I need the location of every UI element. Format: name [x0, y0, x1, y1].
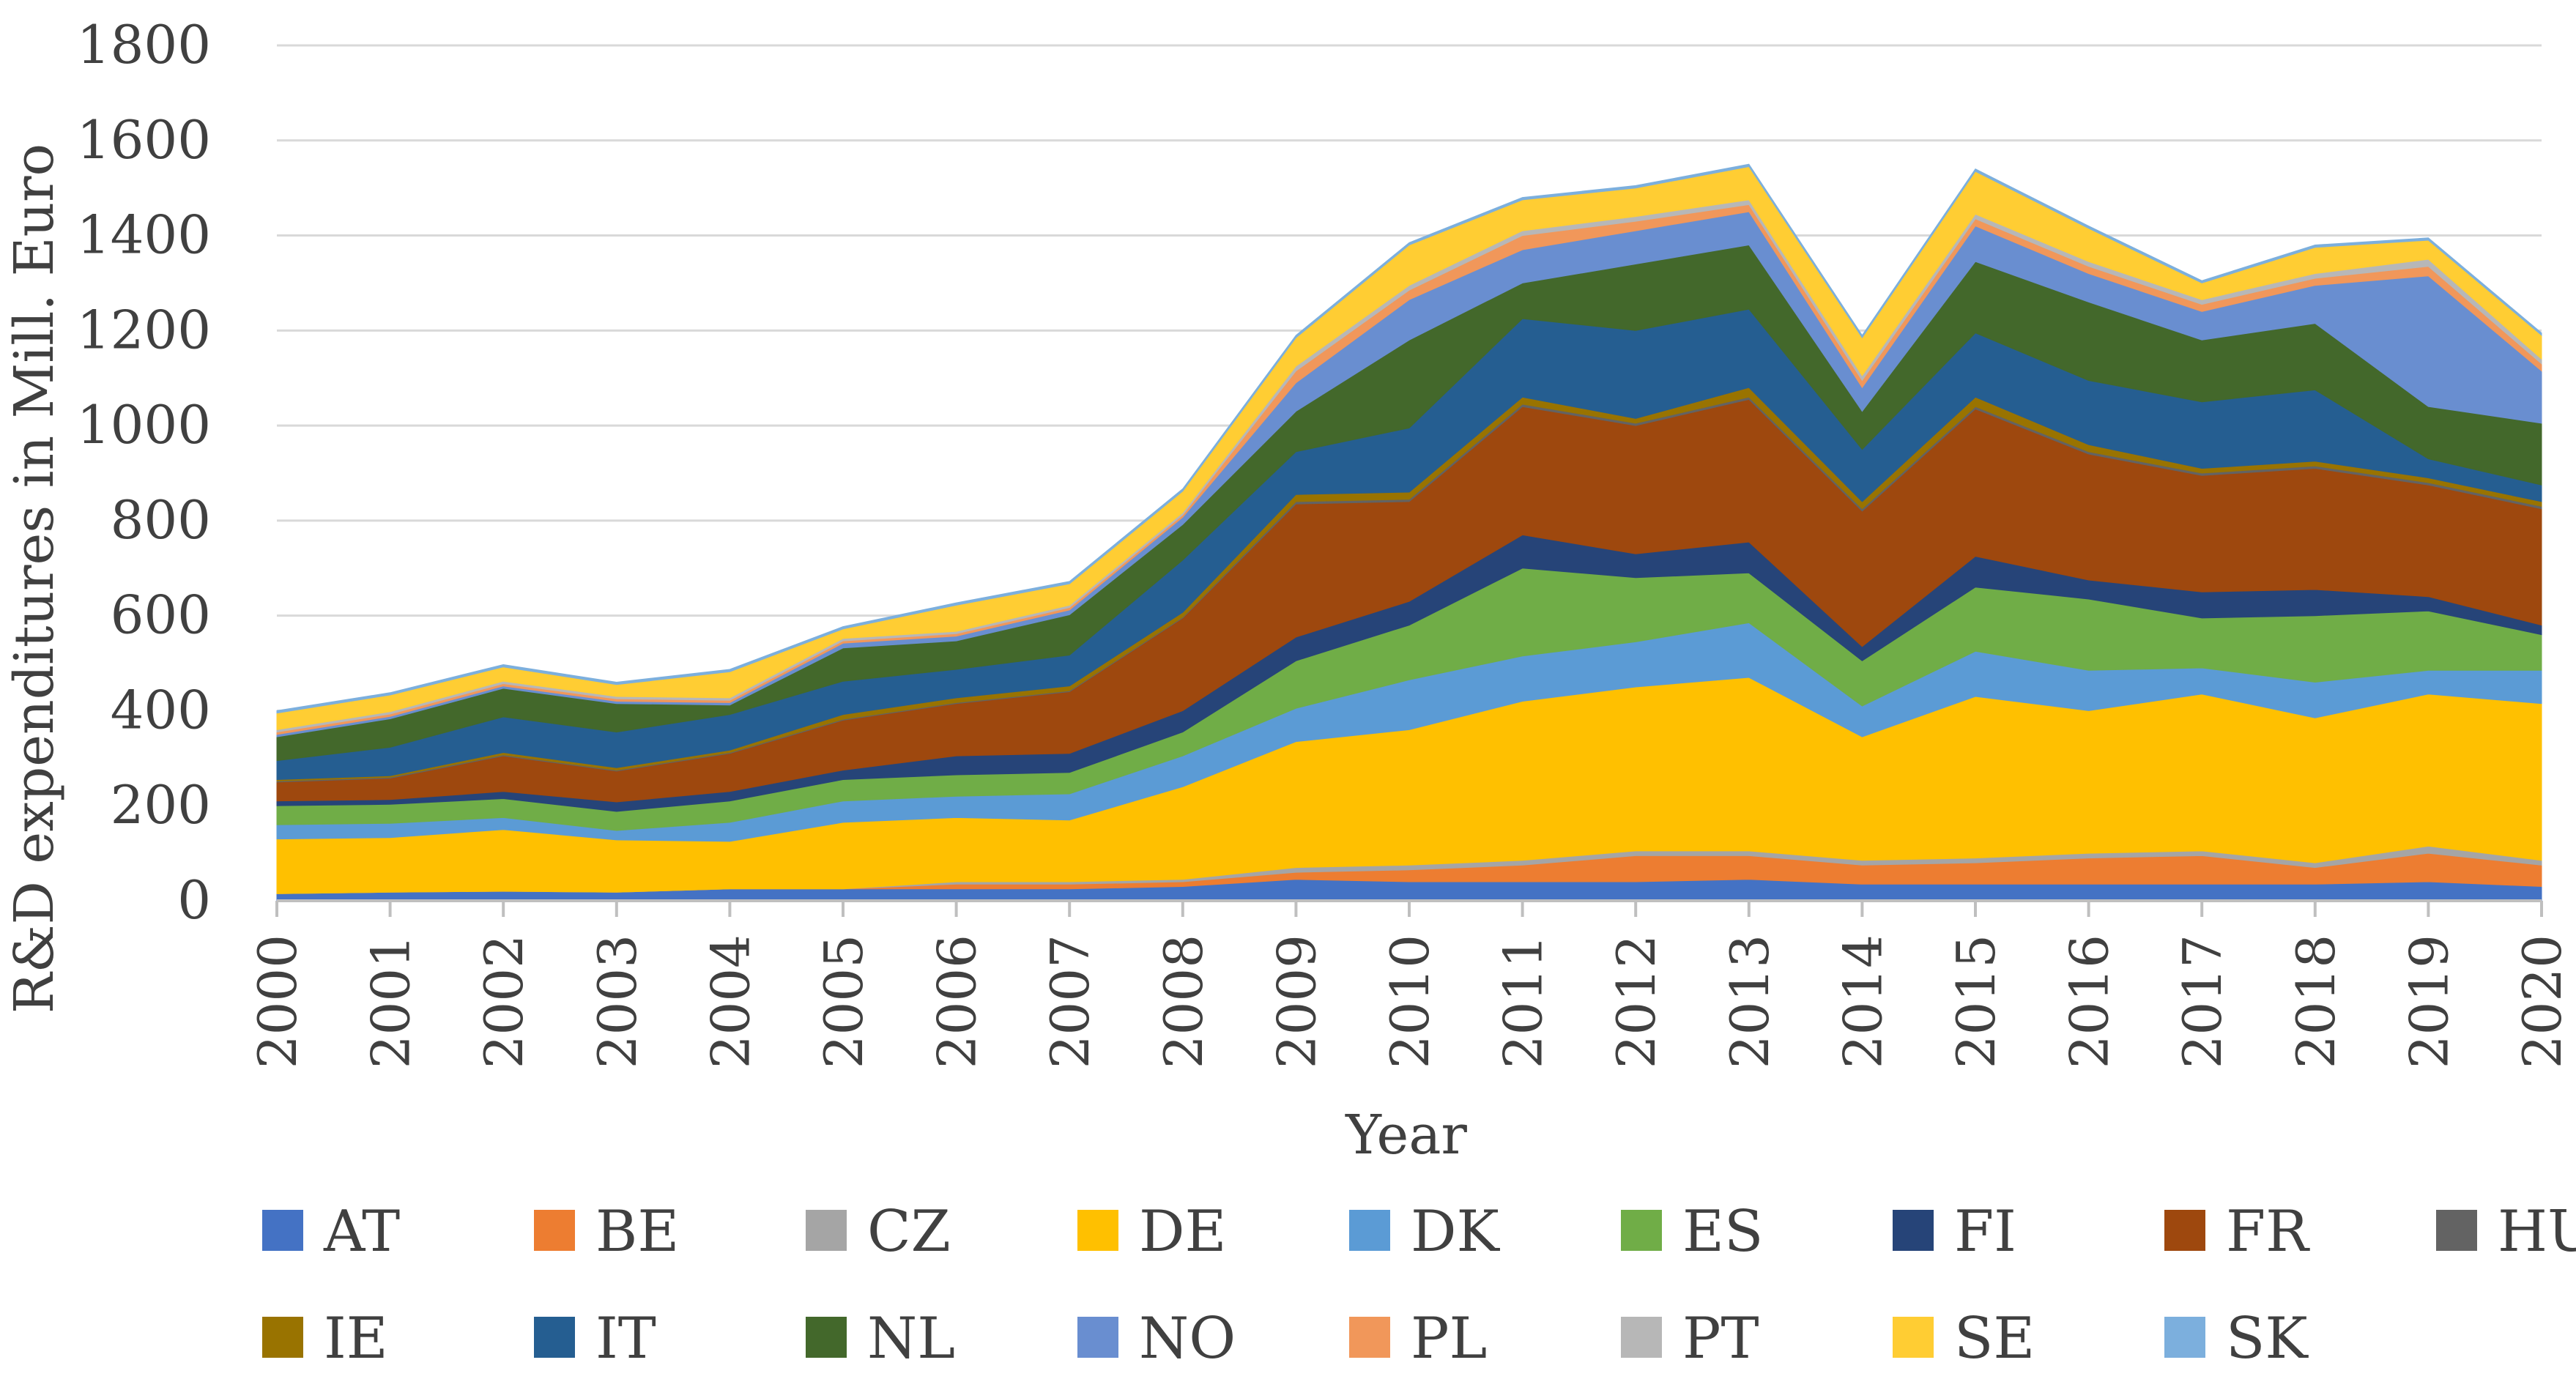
legend-swatch-NO: [1077, 1317, 1118, 1358]
legend-swatch-PT: [1621, 1317, 1662, 1358]
legend-label-FR: FR: [2226, 1199, 2310, 1265]
legend-swatch-IT: [534, 1317, 575, 1358]
y-tick-label-200: 200: [111, 774, 211, 836]
x-tick-label-2014: 2014: [1832, 934, 1893, 1068]
legend-swatch-ES: [1621, 1210, 1662, 1251]
legend-label-AT: AT: [323, 1199, 400, 1265]
x-tick-label-2008: 2008: [1153, 934, 1214, 1068]
legend-label-PT: PT: [1682, 1306, 1759, 1372]
x-tick-label-2004: 2004: [699, 934, 761, 1068]
x-tick-label-2003: 2003: [587, 934, 648, 1068]
legend-swatch-FR: [2164, 1210, 2205, 1251]
y-tick-label-1800: 1800: [77, 14, 211, 75]
legend-swatch-DE: [1077, 1210, 1118, 1251]
x-tick-label-2007: 2007: [1039, 934, 1101, 1068]
y-tick-label-1400: 1400: [77, 204, 211, 266]
x-tick-label-2015: 2015: [1945, 934, 2007, 1068]
x-tick-label-2017: 2017: [2172, 934, 2233, 1068]
x-tick-label-2010: 2010: [1379, 934, 1441, 1068]
y-tick-label-600: 600: [111, 584, 211, 646]
legend-label-NO: NO: [1139, 1306, 1236, 1372]
legend-swatch-HU: [2436, 1210, 2477, 1251]
y-tick-label-1600: 1600: [77, 109, 211, 171]
x-tick-label-2006: 2006: [927, 934, 988, 1068]
x-tick-label-2020: 2020: [2512, 934, 2573, 1068]
legend-swatch-PL: [1349, 1317, 1390, 1358]
legend-label-IE: IE: [324, 1306, 388, 1372]
legend-swatch-NL: [806, 1317, 847, 1358]
legend-label-SK: SK: [2226, 1306, 2309, 1372]
x-tick-label-2009: 2009: [1266, 934, 1327, 1068]
legend-swatch-DK: [1349, 1210, 1390, 1251]
legend-label-BE: BE: [595, 1199, 679, 1265]
legend-label-DE: DE: [1139, 1199, 1226, 1265]
x-tick-label-2011: 2011: [1493, 934, 1554, 1068]
legend: AT BE CZ DE DK ES FI FR HU IE IT NL NO PL PT SE SK: [262, 1199, 2576, 1372]
legend-swatch-AT: [262, 1210, 303, 1251]
x-tick-label-2012: 2012: [1606, 934, 1667, 1068]
x-tick-label-2000: 2000: [247, 934, 308, 1068]
legend-label-NL: NL: [867, 1306, 955, 1372]
legend-swatch-SE: [1893, 1317, 1934, 1358]
legend-label-HU: HU: [2498, 1199, 2576, 1265]
y-tick-label-0: 0: [177, 869, 211, 931]
area-series: [276, 163, 2542, 902]
legend-label-DK: DK: [1411, 1199, 1501, 1265]
legend-label-FI: FI: [1954, 1199, 2016, 1265]
y-tick-label-1000: 1000: [77, 394, 211, 456]
y-tick-label-1200: 1200: [77, 299, 211, 360]
legend-swatch-BE: [534, 1210, 575, 1251]
x-tick-label-2016: 2016: [2059, 934, 2120, 1068]
axes: 0 200 400 600 800 1000 1200 1400 1600 1800 2000 200…: [77, 14, 2573, 1068]
legend-label-PL: PL: [1411, 1306, 1487, 1372]
y-axis-title: R&D expenditures in Mill. Euro: [3, 144, 66, 1014]
x-tick-label-2013: 2013: [1719, 934, 1781, 1068]
legend-label-CZ: CZ: [867, 1199, 951, 1265]
y-tick-label-400: 400: [111, 679, 211, 740]
legend-swatch-CZ: [806, 1210, 847, 1251]
x-axis-title: Year: [1345, 1104, 1467, 1167]
x-tick-label-2002: 2002: [473, 934, 535, 1068]
legend-label-IT: IT: [595, 1306, 656, 1372]
x-tick-label-2019: 2019: [2398, 934, 2460, 1068]
x-tick-label-2005: 2005: [813, 934, 875, 1068]
legend-label-ES: ES: [1682, 1199, 1763, 1265]
legend-swatch-IE: [262, 1317, 303, 1358]
legend-swatch-FI: [1893, 1210, 1934, 1251]
x-tick-label-2001: 2001: [360, 934, 422, 1068]
legend-swatch-SK: [2164, 1317, 2205, 1358]
legend-label-SE: SE: [1954, 1306, 2035, 1372]
y-tick-label-800: 800: [111, 489, 211, 551]
area-SK: [276, 163, 2542, 714]
x-tick-label-2018: 2018: [2285, 934, 2347, 1068]
